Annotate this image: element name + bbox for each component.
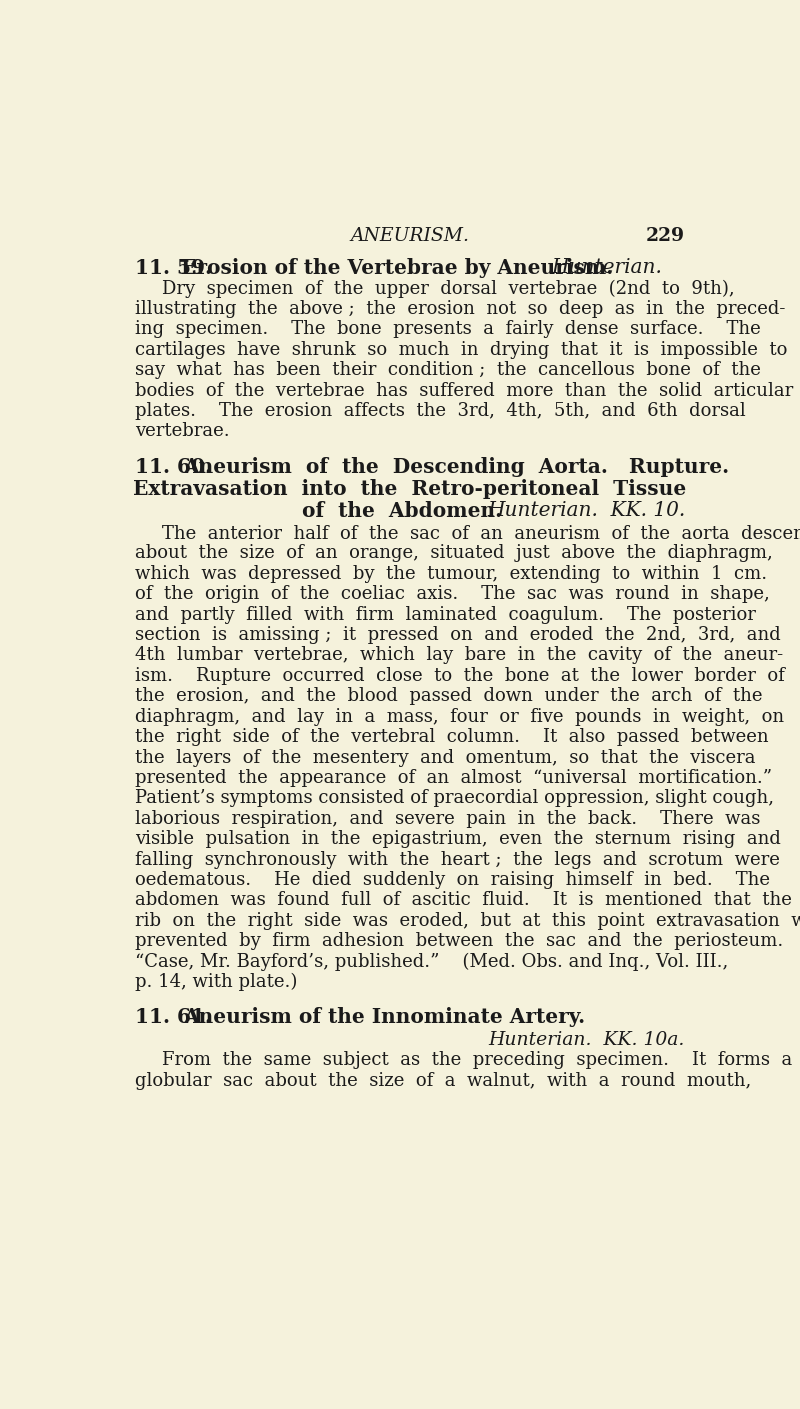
Text: cartilages  have  shrunk  so  much  in  drying  that  it  is  impossible  to: cartilages have shrunk so much in drying… [135, 341, 787, 359]
Text: 229: 229 [646, 227, 685, 245]
Text: bodies  of  the  vertebrae  has  suffered  more  than  the  solid  articular: bodies of the vertebrae has suffered mor… [135, 382, 793, 400]
Text: presented  the  appearance  of  an  almost  “universal  mortification.”: presented the appearance of an almost “u… [135, 769, 772, 786]
Text: plates.    The  erosion  affects  the  3rd,  4th,  5th,  and  6th  dorsal: plates. The erosion affects the 3rd, 4th… [135, 402, 746, 420]
Text: 11. 61.: 11. 61. [135, 1007, 212, 1027]
Text: visible  pulsation  in  the  epigastrium,  even  the  sternum  rising  and: visible pulsation in the epigastrium, ev… [135, 830, 781, 848]
Text: of  the  origin  of  the  coeliac  axis.    The  sac  was  round  in  shape,: of the origin of the coeliac axis. The s… [135, 585, 770, 603]
Text: Hunterian.: Hunterian. [551, 258, 662, 276]
Text: “Case, Mr. Bayford’s, published.”    (Med. Obs. and Inq., Vol. III.,: “Case, Mr. Bayford’s, published.” (Med. … [135, 952, 728, 971]
Text: abdomen  was  found  full  of  ascitic  fluid.    It  is  mentioned  that  the  : abdomen was found full of ascitic fluid.… [135, 892, 800, 909]
Text: the  right  side  of  the  vertebral  column.    It  also  passed  between: the right side of the vertebral column. … [135, 728, 769, 747]
Text: p. 14, with plate.): p. 14, with plate.) [135, 974, 298, 991]
Text: Extravasation  into  the  Retro-peritoneal  Tissue: Extravasation into the Retro-peritoneal … [134, 479, 686, 499]
Text: ANEURISM.: ANEURISM. [350, 227, 470, 245]
Text: ing  specimen.    The  bone  presents  a  fairly  dense  surface.    The: ing specimen. The bone presents a fairly… [135, 320, 761, 338]
Text: Aneurism of the Innominate Artery.: Aneurism of the Innominate Artery. [183, 1007, 585, 1027]
Text: Patient’s symptoms consisted of praecordial oppression, slight cough,: Patient’s symptoms consisted of praecord… [135, 789, 774, 807]
Text: Hunterian.  KK. 10.: Hunterian. KK. 10. [487, 500, 685, 520]
Text: vertebrae.: vertebrae. [135, 423, 230, 441]
Text: 11. 59.: 11. 59. [135, 258, 212, 278]
Text: of  the  Abdomen.: of the Abdomen. [302, 500, 502, 520]
Text: globular  sac  about  the  size  of  a  walnut,  with  a  round  mouth,: globular sac about the size of a walnut,… [135, 1071, 751, 1089]
Text: rib  on  the  right  side  was  eroded,  but  at  this  point  extravasation  wa: rib on the right side was eroded, but at… [135, 912, 800, 930]
Text: ism.    Rupture  occurred  close  to  the  bone  at  the  lower  border  of: ism. Rupture occurred close to the bone … [135, 666, 785, 685]
Text: oedematous.    He  died  suddenly  on  raising  himself  in  bed.    The: oedematous. He died suddenly on raising … [135, 871, 770, 889]
Text: Erosion of the Vertebrae by Aneurism.: Erosion of the Vertebrae by Aneurism. [182, 258, 614, 278]
Text: section  is  amissing ;  it  pressed  on  and  eroded  the  2nd,  3rd,  and: section is amissing ; it pressed on and … [135, 626, 781, 644]
Text: Dry  specimen  of  the  upper  dorsal  vertebrae  (2nd  to  9th),: Dry specimen of the upper dorsal vertebr… [162, 279, 734, 297]
Text: the  erosion,  and  the  blood  passed  down  under  the  arch  of  the: the erosion, and the blood passed down u… [135, 688, 762, 706]
Text: From  the  same  subject  as  the  preceding  specimen.    It  forms  a: From the same subject as the preceding s… [162, 1051, 792, 1069]
Text: and  partly  filled  with  firm  laminated  coagulum.    The  posterior: and partly filled with firm laminated co… [135, 606, 756, 624]
Text: about  the  size  of  an  orange,  situated  just  above  the  diaphragm,: about the size of an orange, situated ju… [135, 544, 773, 562]
Text: Hunterian.  KK. 10a.: Hunterian. KK. 10a. [489, 1031, 685, 1048]
Text: which  was  depressed  by  the  tumour,  extending  to  within  1  cm.: which was depressed by the tumour, exten… [135, 565, 767, 583]
Text: 11. 60.: 11. 60. [135, 457, 212, 476]
Text: the  layers  of  the  mesentery  and  omentum,  so  that  the  viscera: the layers of the mesentery and omentum,… [135, 748, 755, 766]
Text: The  anterior  half  of  the  sac  of  an  aneurism  of  the  aorta  descendens,: The anterior half of the sac of an aneur… [162, 524, 800, 542]
Text: prevented  by  firm  adhesion  between  the  sac  and  the  periosteum.: prevented by firm adhesion between the s… [135, 933, 783, 950]
Text: diaphragm,  and  lay  in  a  mass,  four  or  five  pounds  in  weight,  on: diaphragm, and lay in a mass, four or fi… [135, 707, 784, 726]
Text: say  what  has  been  their  condition ;  the  cancellous  bone  of  the: say what has been their condition ; the … [135, 361, 761, 379]
Text: 4th  lumbar  vertebrae,  which  lay  bare  in  the  cavity  of  the  aneur-: 4th lumbar vertebrae, which lay bare in … [135, 647, 783, 665]
Text: Aneurism  of  the  Descending  Aorta.   Rupture.: Aneurism of the Descending Aorta. Ruptur… [183, 457, 729, 476]
Text: illustrating  the  above ;  the  erosion  not  so  deep  as  in  the  preced-: illustrating the above ; the erosion not… [135, 300, 786, 318]
Text: falling  synchronously  with  the  heart ;  the  legs  and  scrotum  were: falling synchronously with the heart ; t… [135, 851, 780, 868]
Text: laborious  respiration,  and  severe  pain  in  the  back.    There  was: laborious respiration, and severe pain i… [135, 810, 760, 827]
